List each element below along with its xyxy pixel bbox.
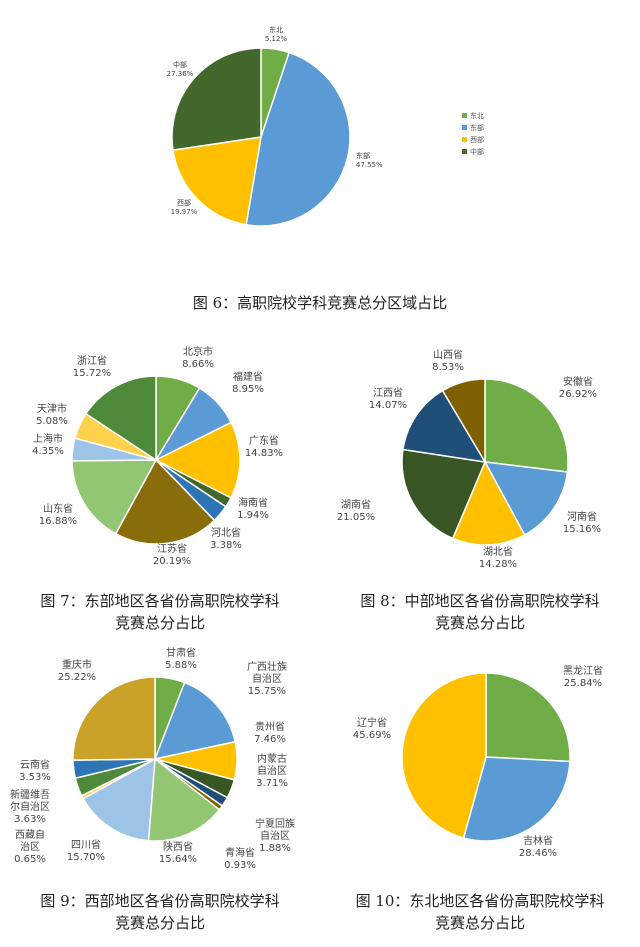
fig6-data-label-1: 东部 47.55% — [356, 151, 383, 169]
fig10-caption-line1: 图 10：东北地区各省份高职院校学科 — [355, 892, 605, 910]
fig9-caption-line2: 竞赛总分占比 — [114, 914, 205, 932]
fig8-slice-3 — [401, 448, 487, 540]
fig6-legend-label-3: 中部 — [470, 147, 484, 156]
fig9-slice-1 — [153, 681, 237, 761]
fig6-data-label-0: 东北 5.12% — [265, 25, 288, 43]
fig6-slice-2 — [172, 136, 262, 226]
fig7-caption: 图 7：东部地区各省份高职院校学科 竞赛总分占比 — [0, 590, 320, 634]
fig10-panel: 黑龙江省 25.84% 吉林省 28.46% 辽宁省 45.69% — [320, 642, 640, 882]
fig9-pie-chart: 甘肃省 5.88% 广西壮族自治区 15.75% 贵州省 7.46% 内蒙古自治区 3.71%… — [10, 646, 295, 871]
fig6-legend-swatch-3 — [462, 149, 467, 154]
fig8-slice-2 — [451, 460, 526, 546]
fig8-panel: 安徽省 26.92% 河南省 15.16% 湖北省 14.28% 湖南省 21.05% 江西省 1… — [320, 340, 640, 585]
fig9-data-label-9: 新疆维吾尔自治区 3.63% — [10, 788, 50, 825]
fig9-slice-7 — [82, 757, 156, 842]
fig10-data-label-0: 黑龙江省 25.84% — [563, 664, 603, 689]
fig9-data-label-7: 四川省 15.70% — [67, 838, 105, 863]
fig6-legend-label-2: 西部 — [470, 135, 484, 144]
fig6-legend-label-0: 东北 — [470, 111, 484, 120]
fig10-slices — [401, 672, 571, 842]
fig10-caption: 图 10：东北地区各省份高职院校学科 竞赛总分占比 — [320, 890, 640, 934]
fig7-data-label-2: 广东省 14.83% — [245, 434, 283, 459]
fig6-legend-label-1: 东部 — [470, 123, 484, 132]
fig9-data-label-10: 云南省 3.53% — [19, 758, 51, 783]
fig7-slice-5 — [114, 458, 216, 545]
fig8-slice-1 — [483, 461, 569, 536]
fig8-slice-4 — [402, 389, 487, 463]
fig8-slices — [401, 378, 569, 546]
fig10-slice-1 — [462, 756, 571, 842]
fig8-data-label-4: 江西省 14.07% — [369, 386, 407, 411]
fig10-pie-chart: 黑龙江省 25.84% 吉林省 28.46% 辽宁省 45.69% — [353, 664, 603, 859]
fig7-slice-6 — [71, 459, 158, 535]
fig9-slices — [72, 676, 238, 842]
fig6-caption: 图 6：高职院校学科竞赛总分区域占比 — [192, 294, 448, 312]
fig10-data-label-1: 吉林省 28.46% — [519, 834, 557, 859]
fig7-data-label-3: 海南省 1.94% — [237, 496, 269, 521]
fig7-panel: 北京市 8.66% 福建省 8.95% 广东省 14.83% 海南省 1.94% 河北省 3.38… — [0, 340, 320, 585]
fig8-data-label-1: 河南省 15.16% — [563, 510, 601, 535]
fig6-legend-swatch-2 — [462, 137, 467, 142]
fig9-panel: 甘肃省 5.88% 广西壮族自治区 15.75% 贵州省 7.46% 内蒙古自治区 3.71%… — [0, 642, 320, 882]
fig9-slice-6 — [147, 757, 221, 842]
fig8-data-label-3: 湖南省 21.05% — [337, 498, 375, 523]
fig7-data-label-1: 福建省 8.95% — [232, 370, 264, 395]
fig10-slice-2 — [401, 672, 487, 839]
fig9-slice-11 — [72, 676, 156, 761]
fig8-data-label-2: 湖北省 14.28% — [479, 545, 517, 570]
fig6-panel: 东北 5.12% 东部 47.55% 西部 19.97% 中部 27.36% 东北东部西部中部 — [0, 0, 640, 280]
fig7-data-label-0: 北京市 8.66% — [182, 345, 214, 370]
fig9-caption: 图 9：西部地区各省份高职院校学科 竞赛总分占比 — [0, 890, 320, 934]
fig7-data-label-6: 山东省 16.88% — [39, 502, 77, 527]
fig6-slice-1 — [245, 51, 351, 227]
fig8-caption: 图 8：中部地区各省份高职院校学科 竞赛总分占比 — [320, 590, 640, 634]
fig9-data-label-2: 贵州省 7.46% — [254, 720, 286, 745]
fig8-pie-chart: 安徽省 26.92% 河南省 15.16% 湖北省 14.28% 湖南省 21.05% 江西省 1… — [337, 348, 601, 570]
fig9-data-label-8: 西藏自治区 0.65% — [14, 828, 46, 865]
fig9-data-label-4: 宁夏回族自治区 1.88% — [255, 817, 295, 854]
fig9-data-label-3: 内蒙古自治区 3.71% — [256, 752, 288, 789]
fig6-slices — [171, 47, 351, 227]
fig10-caption-line2: 竞赛总分占比 — [434, 914, 525, 932]
fig9-caption-line1: 图 9：西部地区各省份高职院校学科 — [40, 892, 280, 910]
fig8-slice-0 — [484, 378, 569, 473]
fig9-data-label-0: 甘肃省 5.88% — [165, 646, 197, 671]
fig7-caption-line2: 竞赛总分占比 — [114, 614, 205, 632]
fig9-data-label-11: 重庆市 25.22% — [58, 658, 96, 683]
fig7-slice-2 — [154, 421, 241, 499]
fig6-legend-swatch-0 — [462, 113, 467, 118]
fig8-slice-5 — [441, 378, 486, 465]
fig6-data-label-2: 西部 19.97% — [171, 198, 198, 216]
fig6-slice-3 — [171, 47, 262, 152]
fig7-slices — [71, 375, 241, 545]
fig10-data-label-2: 辽宁省 45.69% — [353, 716, 391, 741]
fig9-data-label-1: 广西壮族自治区 15.75% — [247, 660, 287, 697]
fig7-data-label-5: 江苏省 20.19% — [153, 542, 191, 567]
fig7-caption-line1: 图 7：东部地区各省份高职院校学科 — [40, 592, 280, 610]
fig7-pie-chart: 北京市 8.66% 福建省 8.95% 广东省 14.83% 海南省 1.94% 河北省 3.38… — [32, 345, 283, 567]
fig8-caption-line2: 竞赛总分占比 — [434, 614, 525, 632]
fig7-data-label-9: 浙江省 15.72% — [73, 354, 111, 379]
fig6-legend-swatch-1 — [462, 125, 467, 130]
fig9-data-label-6: 陕西省 15.64% — [159, 840, 197, 865]
fig8-data-label-0: 安徽省 26.92% — [559, 375, 597, 400]
fig7-slice-9 — [84, 375, 157, 462]
fig8-data-label-5: 山西省 8.53% — [432, 348, 464, 373]
fig10-slice-0 — [485, 672, 571, 763]
fig7-data-label-8: 天津市 5.08% — [36, 402, 68, 427]
fig8-caption-line1: 图 8：中部地区各省份高职院校学科 — [360, 592, 600, 610]
fig9-data-label-5: 青海省 0.93% — [224, 846, 256, 871]
fig7-data-label-7: 上海市 4.35% — [32, 432, 64, 457]
fig6-data-label-3: 中部 27.36% — [167, 60, 194, 78]
fig7-data-label-4: 河北省 3.38% — [210, 526, 242, 551]
